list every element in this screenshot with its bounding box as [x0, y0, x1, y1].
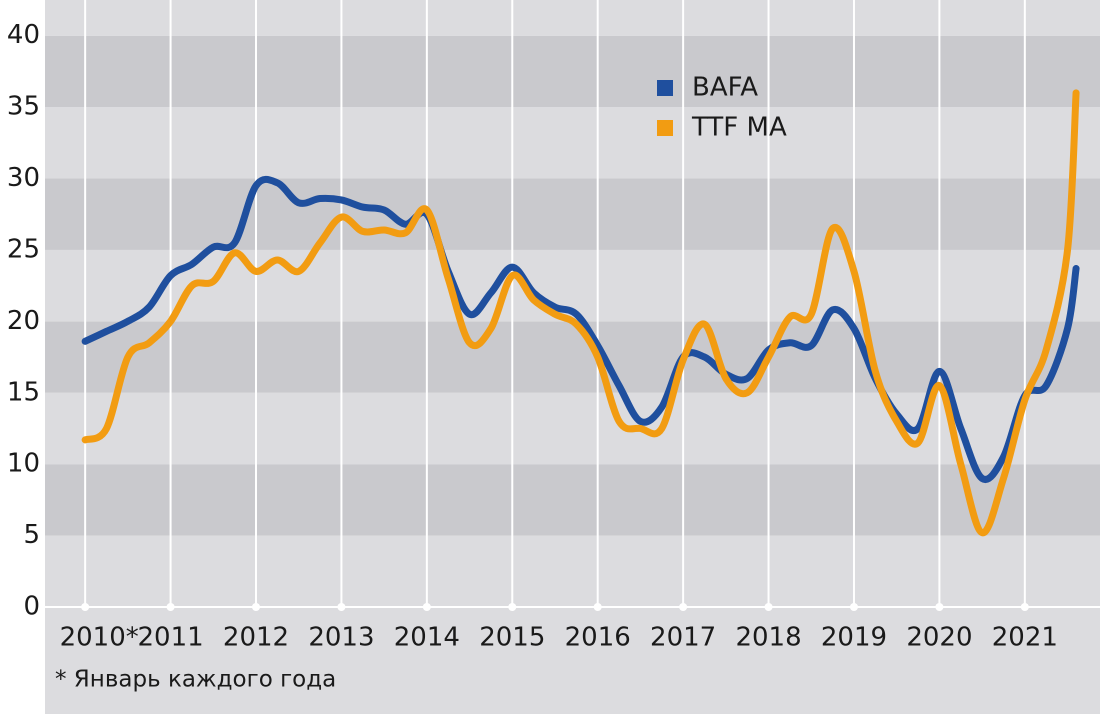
grid-band: [45, 178, 1100, 250]
x-tick-label: 2011: [137, 623, 203, 653]
x-tick-label: 2013: [308, 623, 374, 653]
x-tick-label: 2015: [479, 623, 545, 653]
grid-band: [45, 321, 1100, 393]
labels: 0 5 10 15 20 25 30 35 40 2010*2011 2012 2013 2014 201…: [7, 20, 1058, 652]
x-tick-label: 2014: [394, 623, 460, 653]
grid-band: [45, 535, 1100, 607]
legend-swatch: [657, 80, 673, 96]
series-line: [81, 89, 1080, 537]
tick-dot: [252, 603, 260, 611]
tick-dot: [422, 603, 431, 611]
grid-band: [45, 35, 1100, 108]
x-tick-label: 2017: [650, 623, 716, 653]
x-tick-label: 2020: [906, 623, 972, 653]
grid-band: [45, 392, 1100, 465]
tick-dot: [337, 603, 346, 611]
tick-dot: [508, 603, 517, 611]
y-tick-label: 0: [23, 592, 40, 622]
y-tick-label: 5: [23, 520, 40, 550]
x-tick-label: 2010*: [60, 623, 139, 653]
tick-dot: [679, 603, 688, 611]
bands: [45, 0, 1100, 607]
tick-dot: [1020, 603, 1029, 611]
lines: [81, 89, 1080, 537]
label-band: [45, 607, 1100, 714]
tick-dot: [849, 603, 858, 611]
y-tick-label: 30: [7, 163, 40, 193]
x-tick-label: 2019: [821, 623, 887, 653]
y-tick-label: 15: [7, 377, 40, 407]
grid-band: [45, 464, 1100, 536]
legend-label: BAFA: [692, 73, 758, 103]
x-tick-label: 2016: [565, 623, 631, 653]
tick-dot: [166, 603, 175, 611]
y-tick-label: 10: [7, 449, 40, 479]
grid-band: [45, 0, 1100, 36]
grid-band: [45, 107, 1100, 179]
y-tick-label: 20: [7, 306, 40, 336]
y-tick-label: 25: [7, 234, 40, 264]
x-tick-label: 2021: [992, 623, 1058, 653]
tick-dot: [764, 603, 773, 611]
y-tick-label: 35: [7, 92, 40, 122]
y-tick-label: 40: [7, 20, 40, 50]
grid: [45, 0, 1100, 611]
footnote: * Январь каждого года: [55, 667, 336, 693]
tick-dot: [935, 603, 944, 611]
x-tick-label: 2012: [223, 623, 289, 653]
legend-label: TTF MA: [691, 113, 787, 143]
tick-dot: [81, 603, 90, 611]
x-tick-label: 2018: [735, 623, 801, 653]
legend-swatch: [657, 120, 673, 136]
tick-dot: [593, 603, 602, 611]
